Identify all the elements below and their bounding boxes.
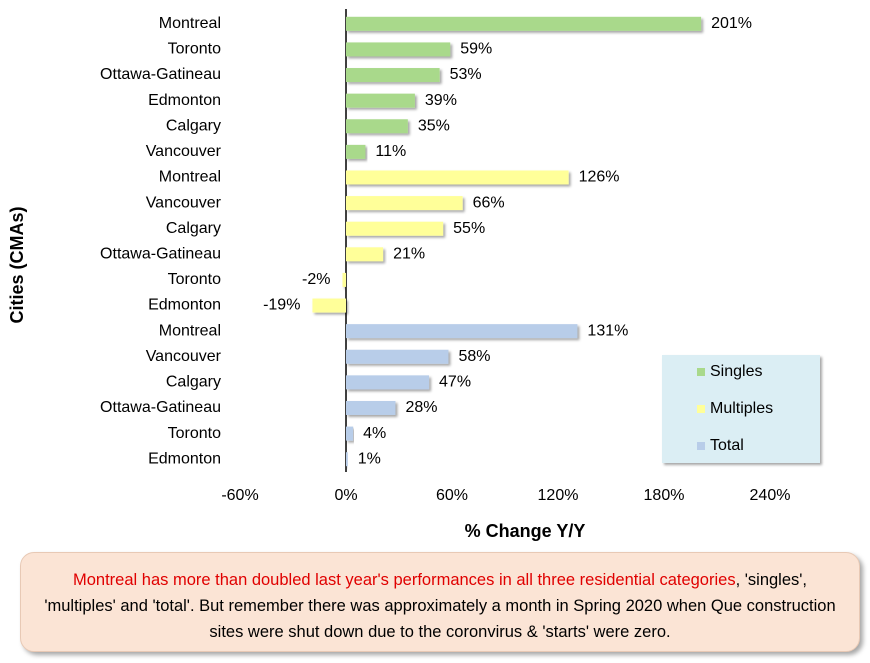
bar <box>346 196 463 211</box>
legend-label: Multiples <box>710 400 773 417</box>
value-label: 53% <box>450 66 482 83</box>
y-tick-label: Toronto <box>168 271 221 288</box>
value-label: 59% <box>460 41 492 58</box>
y-tick-label: Ottawa-Gatineau <box>100 246 221 263</box>
y-tick-label: Montreal <box>159 322 221 339</box>
y-tick-label: Calgary <box>166 117 221 134</box>
y-tick-label: Montreal <box>159 15 221 32</box>
value-label: 1% <box>358 450 381 467</box>
value-label: 55% <box>453 220 485 237</box>
legend-swatch <box>697 368 705 376</box>
y-tick-label: Montreal <box>159 169 221 186</box>
bar <box>346 119 408 134</box>
bar <box>346 170 569 185</box>
value-label: 58% <box>458 348 490 365</box>
bar <box>346 324 578 339</box>
value-label: 39% <box>425 92 457 109</box>
value-label: 4% <box>363 425 386 442</box>
y-axis-title: Cities (CMAs) <box>7 206 27 323</box>
value-label: 131% <box>587 322 628 339</box>
bar <box>346 426 354 441</box>
y-tick-label: Vancouver <box>146 194 222 211</box>
x-tick-label: 0% <box>334 487 357 504</box>
x-axis-title: % Change Y/Y <box>465 521 586 541</box>
y-tick-label: Vancouver <box>146 348 222 365</box>
legend-label: Total <box>710 437 744 454</box>
x-tick-label: 60% <box>436 487 468 504</box>
y-tick-label: Ottawa-Gatineau <box>100 66 221 83</box>
y-tick-label: Edmonton <box>148 297 221 314</box>
bar <box>346 247 384 262</box>
bar <box>346 16 702 31</box>
value-label: 21% <box>393 246 425 263</box>
bar <box>346 349 449 364</box>
y-tick-label: Calgary <box>166 374 221 391</box>
legend-swatch <box>697 405 705 413</box>
bar <box>346 144 366 159</box>
value-label: 28% <box>405 399 437 416</box>
annotation-box: Montreal has more than doubled last year… <box>20 552 860 652</box>
y-tick-label: Ottawa-Gatineau <box>100 399 221 416</box>
bar <box>346 375 430 390</box>
bar <box>346 68 440 83</box>
y-tick-label: Toronto <box>168 425 221 442</box>
legend-box <box>662 355 820 463</box>
bar <box>346 400 396 415</box>
value-label: 11% <box>375 143 406 160</box>
chart: % Change Y/Y Cities (CMAs) -60% 0% 60% 120%… <box>7 9 820 541</box>
annotation-text: , 'singles', 'multiples' and 'total'. Bu… <box>44 571 836 641</box>
legend-label: Singles <box>710 363 762 380</box>
bar <box>346 452 348 467</box>
y-tick-label: Edmonton <box>148 450 221 467</box>
y-tick-label: Vancouver <box>146 143 222 160</box>
bar <box>346 221 444 236</box>
bar <box>312 298 346 313</box>
value-label: 126% <box>579 169 620 186</box>
value-label: 35% <box>418 117 450 134</box>
annotation-highlight: Montreal has more than doubled last year… <box>72 571 736 589</box>
x-tick-label: 120% <box>538 487 579 504</box>
y-tick-label: Calgary <box>166 220 221 237</box>
legend-swatch <box>697 442 705 450</box>
x-tick-label: -60% <box>221 487 258 504</box>
value-label: 47% <box>439 374 471 391</box>
x-tick-label: 180% <box>644 487 685 504</box>
bar <box>342 272 346 287</box>
y-tick-label: Toronto <box>168 41 221 58</box>
x-tick-label: 240% <box>750 487 791 504</box>
bar <box>346 42 451 57</box>
bar <box>346 93 415 108</box>
value-label: 201% <box>711 15 752 32</box>
value-label: -19% <box>263 297 300 314</box>
value-label: -2% <box>302 271 330 288</box>
y-tick-label: Edmonton <box>148 92 221 109</box>
value-label: 66% <box>473 194 505 211</box>
